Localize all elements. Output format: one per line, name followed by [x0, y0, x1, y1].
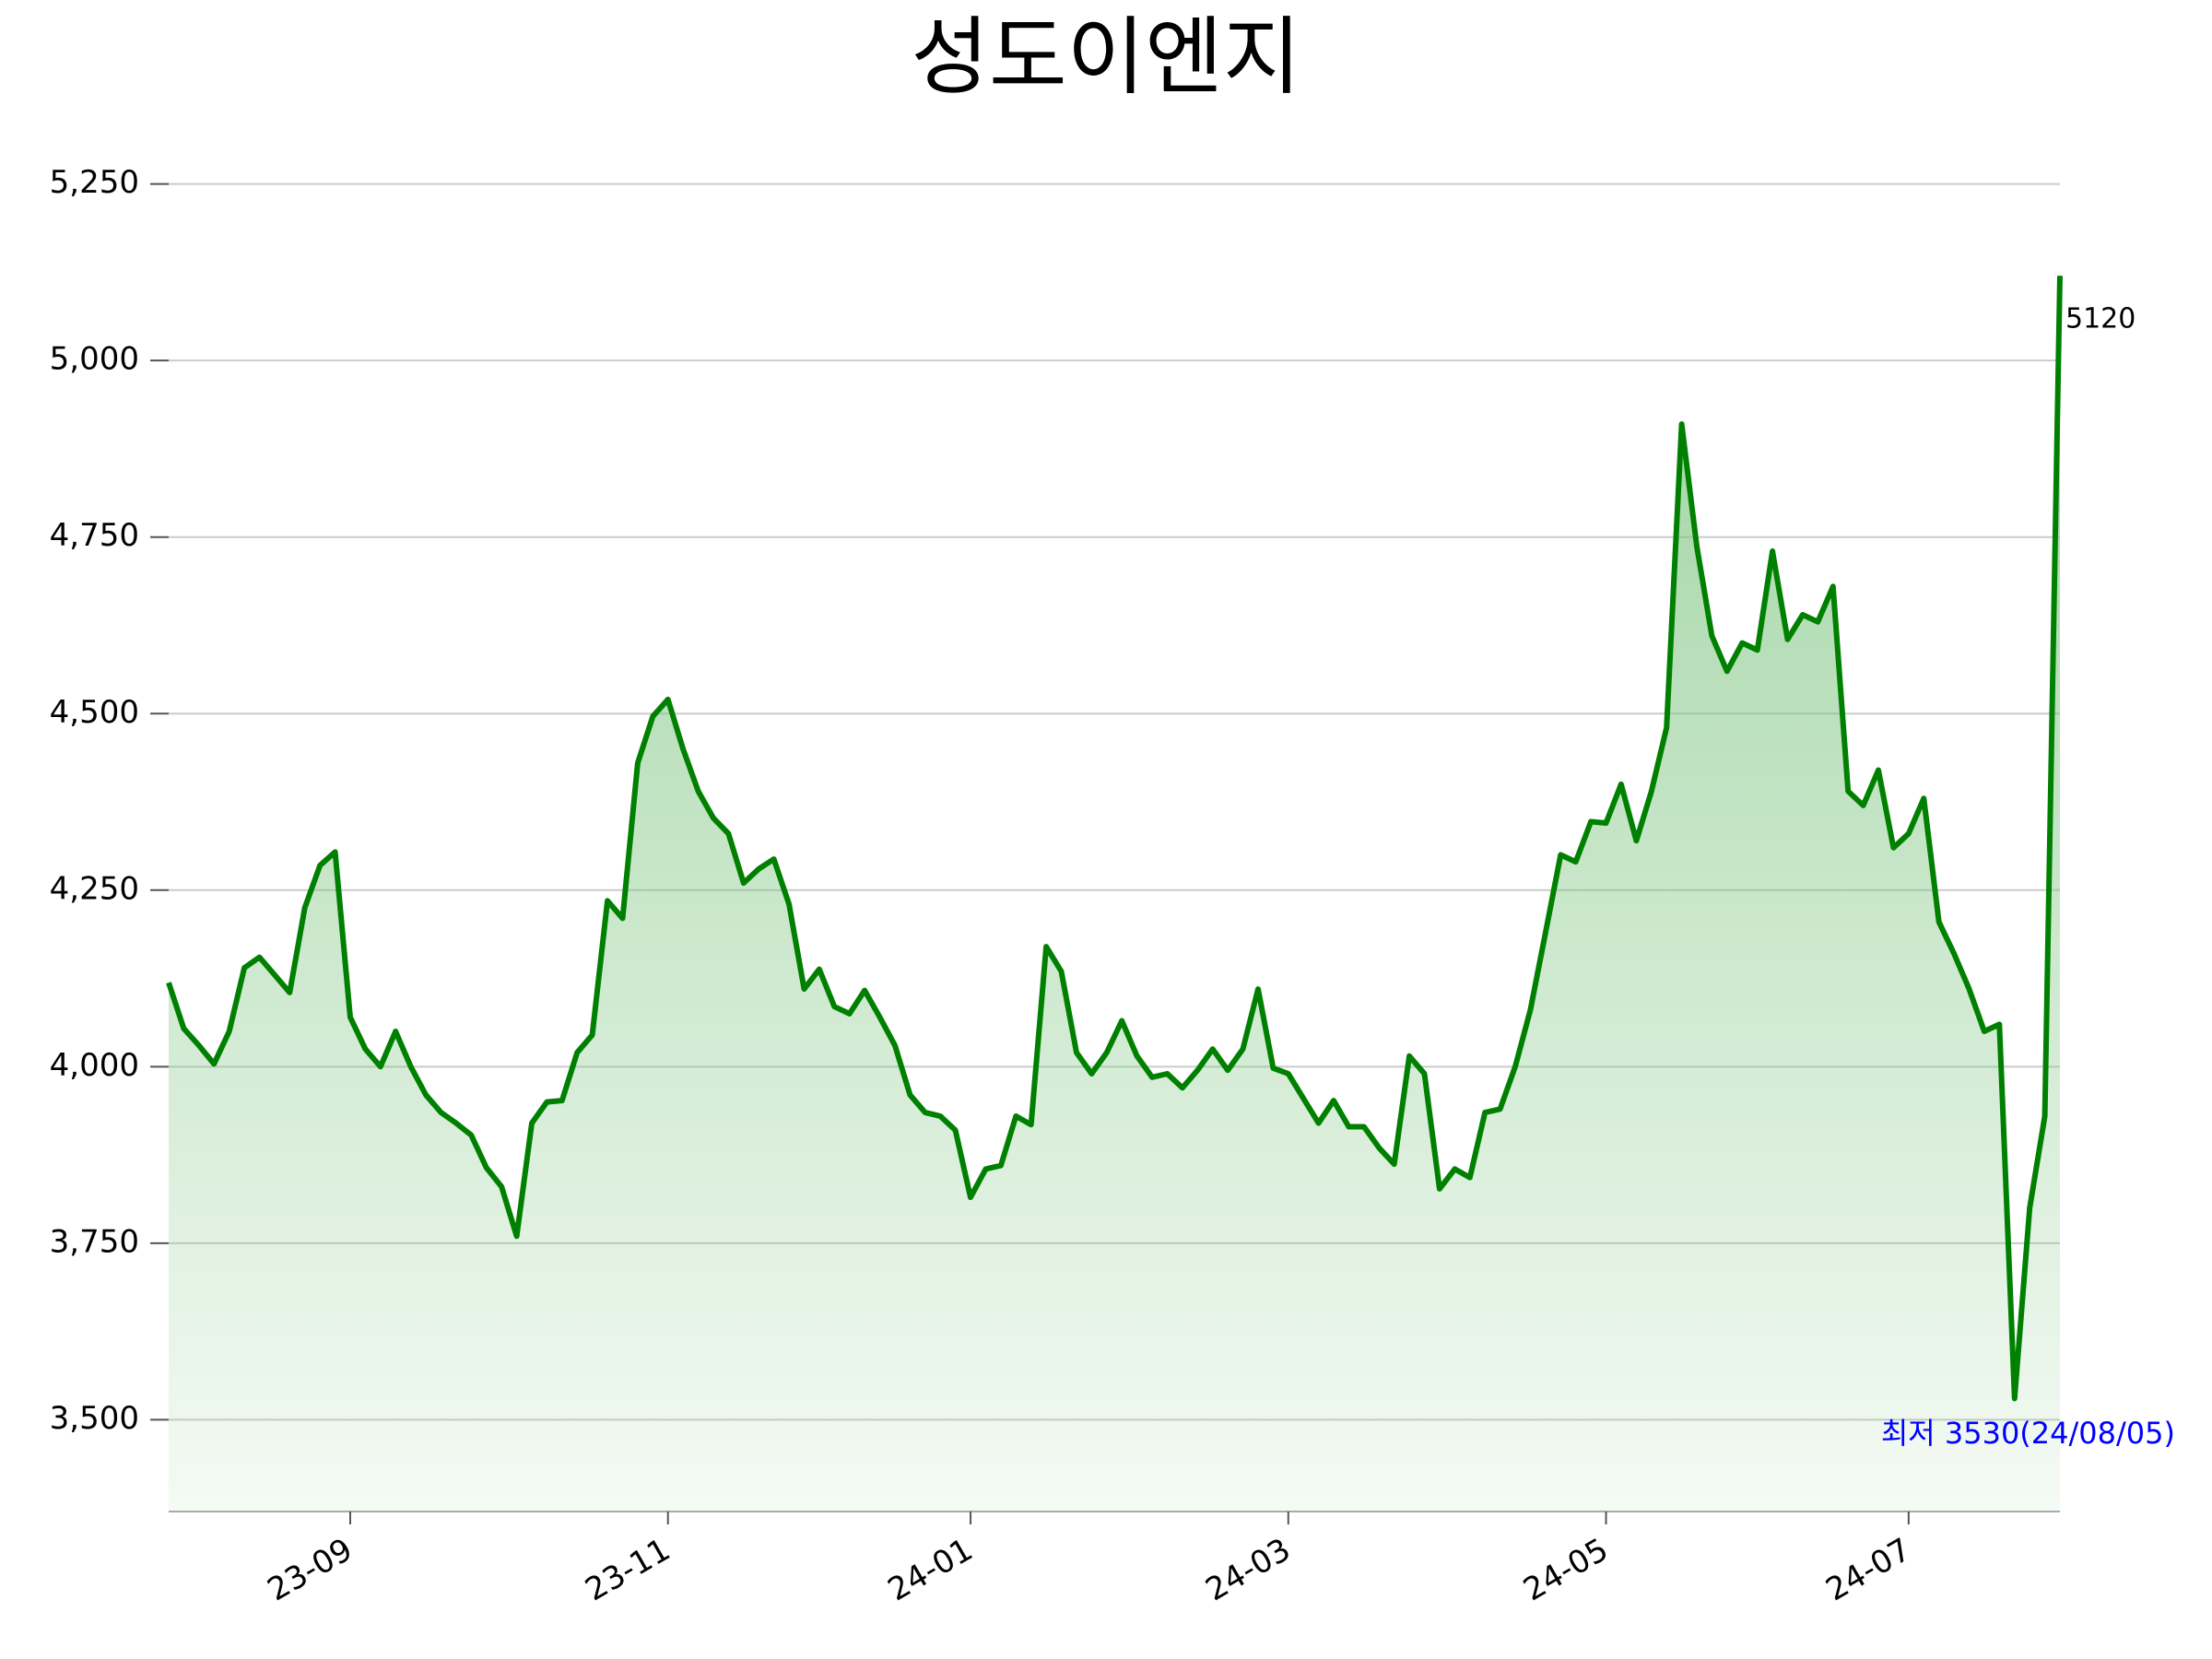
y-tick-label: 5,000 [50, 341, 139, 378]
x-tick-label: 24-03 [1199, 1531, 1297, 1608]
y-tick-label: 3,500 [50, 1400, 139, 1437]
x-tick-label: 24-05 [1517, 1531, 1615, 1608]
chart-title: 성도이엔지 [911, 7, 1300, 106]
x-tick-label: 23-11 [579, 1531, 677, 1608]
y-tick-label: 4,750 [50, 517, 139, 554]
y-tick-label: 3,750 [50, 1223, 139, 1260]
x-tick-label: 23-09 [262, 1531, 359, 1608]
y-tick-label: 4,250 [50, 870, 139, 907]
last-value-label: 5120 [2065, 303, 2136, 335]
y-tick-label: 4,000 [50, 1047, 139, 1084]
min-annotation: 최저 3530(24/08/05) [1881, 1416, 2175, 1451]
y-tick-label: 4,500 [50, 694, 139, 731]
y-tick-label: 5,250 [50, 164, 139, 201]
price-line [166, 276, 2063, 1402]
x-tick-label: 24-07 [1820, 1531, 1918, 1608]
area-fill [169, 276, 2060, 1512]
x-tick-label: 24-01 [882, 1531, 980, 1608]
